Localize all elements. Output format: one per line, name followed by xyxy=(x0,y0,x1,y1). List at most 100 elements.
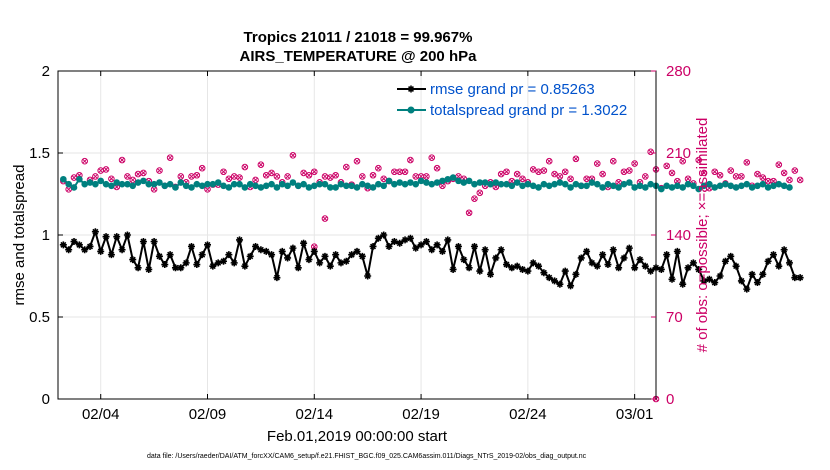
rmse-point xyxy=(695,265,703,273)
rmse-point xyxy=(561,267,569,275)
rmse-point xyxy=(567,282,575,290)
x-axis-ticks: 02/04 02/09 02/14 02/19 02/24 03/01 xyxy=(82,71,653,423)
totalspread-point xyxy=(668,184,676,191)
rmse-point xyxy=(444,236,452,244)
totalspread-point xyxy=(97,177,105,185)
x-axis-label: Feb.01,2019 00:00:00 start xyxy=(267,428,448,445)
totalspread-point xyxy=(86,179,94,186)
rmse-point xyxy=(577,254,585,262)
totalspread-point xyxy=(134,179,142,186)
rmse-point xyxy=(572,270,580,278)
totalspread-point xyxy=(738,182,745,190)
rmse-point xyxy=(289,244,297,252)
rmse-point xyxy=(177,264,185,272)
rmse-point xyxy=(668,275,676,283)
totalspread-point xyxy=(503,180,510,188)
totalspread-point xyxy=(631,184,638,191)
obs-point xyxy=(433,164,441,172)
rmse-point xyxy=(620,254,628,262)
obs-point xyxy=(764,177,772,185)
totalspread-point xyxy=(508,182,516,190)
rmse-point xyxy=(705,275,713,283)
obs-point xyxy=(332,171,339,179)
rmse-point xyxy=(187,242,195,250)
rmse-point xyxy=(583,247,591,255)
obs-point xyxy=(300,169,307,177)
rmse-point xyxy=(369,242,377,250)
rmse-point xyxy=(59,241,67,249)
obs-point xyxy=(124,173,131,180)
totalspread-point xyxy=(572,180,580,188)
totalspread-point xyxy=(353,184,361,191)
obs-point xyxy=(626,167,633,174)
rmse-point xyxy=(70,238,78,246)
rmse-point xyxy=(764,257,772,265)
rmse-point xyxy=(422,238,430,246)
totalspread-point xyxy=(236,180,243,188)
totalspread-point xyxy=(423,179,430,186)
rmse-point xyxy=(337,259,345,267)
x-tick-label: 02/24 xyxy=(509,406,547,423)
rmse-point xyxy=(609,246,617,254)
rmse-point xyxy=(449,265,457,273)
totalspread-point xyxy=(401,180,409,188)
totalspread-point xyxy=(716,182,724,190)
obs-point xyxy=(642,173,649,180)
totalspread-point xyxy=(70,184,78,191)
totalspread-point xyxy=(679,184,686,191)
rmse-point xyxy=(321,252,329,260)
totalspread-point xyxy=(65,180,72,188)
rmse-point xyxy=(129,256,137,264)
totalspread-point xyxy=(700,182,708,190)
rmse-point xyxy=(700,277,708,285)
totalspread-point xyxy=(786,184,793,191)
rmse-point xyxy=(615,264,623,272)
obs-point xyxy=(695,156,703,164)
y-tick-label: 1 xyxy=(42,227,50,244)
obs-point xyxy=(118,156,126,164)
totalspread-point xyxy=(492,179,500,186)
legend: rmse grand pr = 0.85263 totalspread gran… xyxy=(397,81,627,119)
rmse-point xyxy=(332,251,340,259)
totalspread-point xyxy=(775,180,783,188)
totalspread-point xyxy=(417,177,425,185)
rmse-point xyxy=(353,247,361,255)
obs-point xyxy=(353,157,361,165)
totalspread-point xyxy=(145,180,153,188)
rmse-point xyxy=(519,265,527,273)
obs-point xyxy=(236,174,243,181)
chart-title: Tropics 21011 / 21018 = 99.967% xyxy=(244,29,473,46)
rmse-point xyxy=(326,262,334,270)
obs-point xyxy=(519,175,526,183)
totalspread-point xyxy=(684,180,692,188)
totalspread-point xyxy=(444,175,452,183)
totalspread-point xyxy=(540,180,548,188)
rmse-point xyxy=(310,247,318,255)
totalspread-point xyxy=(487,180,494,188)
totalspread-point xyxy=(305,184,313,191)
rmse-point xyxy=(268,251,276,259)
rmse-point xyxy=(647,267,655,275)
totalspread-point xyxy=(327,184,334,191)
data-file-footer: data file: /Users/raeder/DAI/ATM_forcXX/… xyxy=(147,453,587,460)
obs-point xyxy=(327,174,334,181)
obs-point xyxy=(380,175,387,183)
rmse-point xyxy=(150,238,158,246)
totalspread-point xyxy=(273,184,281,191)
obs-point xyxy=(102,166,110,173)
rmse-point xyxy=(107,251,115,259)
rmse-point xyxy=(278,247,286,255)
rmse-point xyxy=(492,254,500,262)
x-tick-label: 02/04 xyxy=(82,406,120,423)
obs-point xyxy=(241,163,249,171)
rmse-point xyxy=(401,236,409,244)
rmse-point xyxy=(209,262,217,270)
rmse-point xyxy=(503,261,510,269)
legend-rmse-star xyxy=(407,85,415,93)
totalspread-point xyxy=(380,182,387,190)
rmse-point xyxy=(631,264,639,272)
obs-point xyxy=(513,170,521,178)
x-tick-label: 02/14 xyxy=(296,406,334,423)
totalspread-point xyxy=(396,179,404,186)
rmse-point xyxy=(241,262,249,270)
